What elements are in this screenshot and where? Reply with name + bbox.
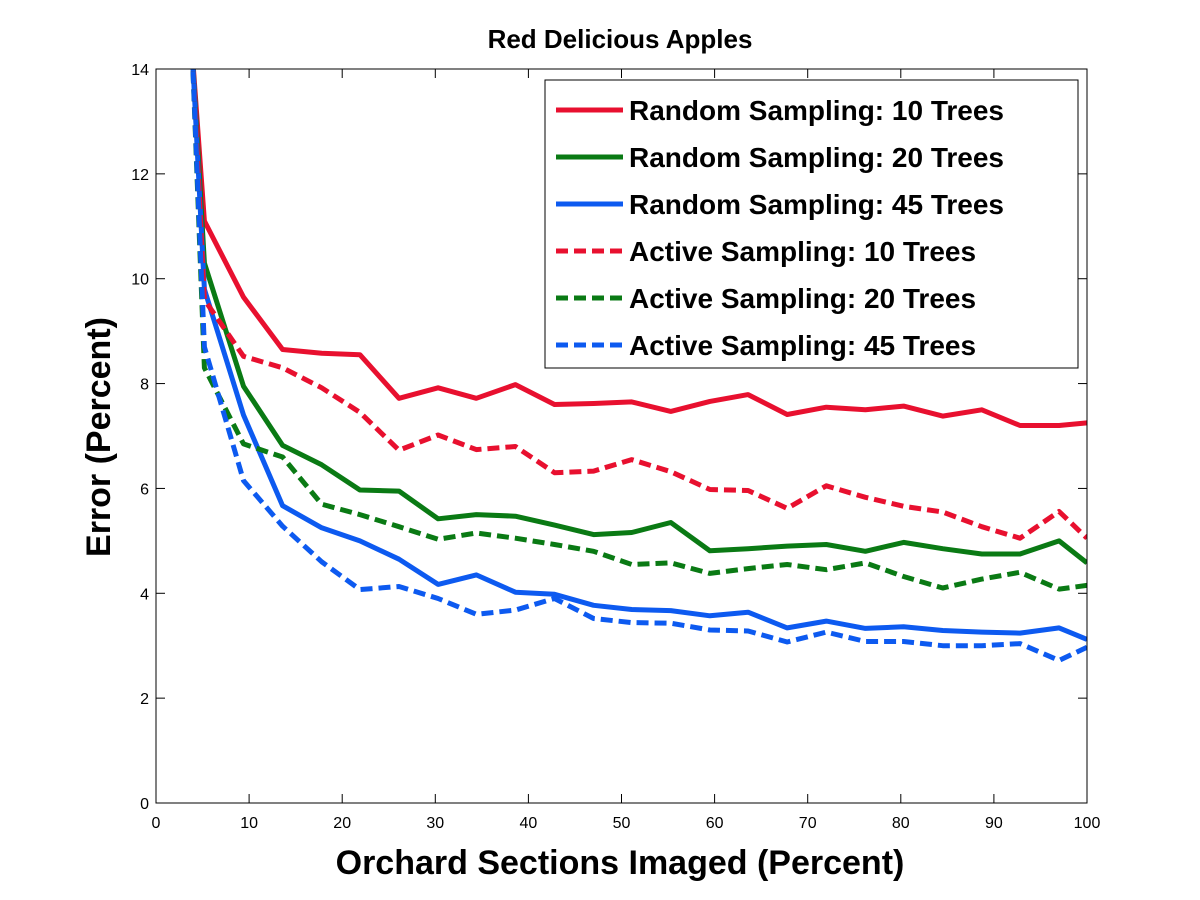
legend-box (544, 79, 1079, 369)
plot-area (190, 69, 1087, 663)
series-line-2 (190, 69, 1087, 565)
y-axis-title: Error (Percent) (80, 317, 118, 557)
series-line-5 (190, 69, 1087, 592)
x-tick-label: 20 (333, 815, 351, 832)
legend-label-5: Active Sampling: 20 Trees (629, 283, 976, 314)
x-tick-label: 50 (613, 815, 631, 832)
x-tick-label: 0 (152, 815, 161, 832)
x-tick-label: 80 (892, 815, 910, 832)
x-tick-label: 60 (706, 815, 724, 832)
series-line-4 (190, 69, 1087, 541)
x-tick-label: 90 (985, 815, 1003, 832)
y-tick-label: 4 (140, 586, 149, 603)
y-tick-label: 2 (140, 691, 149, 708)
axes: 0 10 20 30 40 50 60 70 80 90 100 0 2 4 6 8 10 12 14 (131, 62, 1100, 832)
legend-label-4: Active Sampling: 10 Trees (629, 236, 976, 267)
series-line-1 (190, 69, 1087, 428)
y-tick-label: 10 (131, 272, 149, 289)
y-tick-label: 0 (140, 796, 149, 813)
y-tick-label: 6 (140, 481, 149, 498)
legend-label-2: Random Sampling: 20 Trees (629, 142, 1004, 173)
x-tick-label: 40 (520, 815, 538, 832)
x-tick-label: 100 (1074, 815, 1101, 832)
chart-title: Red Delicious Apples (488, 24, 753, 54)
x-tick-label: 10 (240, 815, 258, 832)
x-tick-label: 30 (426, 815, 444, 832)
y-tick-label: 8 (140, 377, 149, 394)
series-line-6 (190, 69, 1087, 663)
legend-label-6: Active Sampling: 45 Trees (629, 330, 976, 361)
x-tick-label: 70 (799, 815, 817, 832)
series-line-3 (190, 69, 1087, 642)
legend: Random Sampling: 10 Trees Random Sampling… (544, 79, 1079, 369)
y-tick-label: 14 (131, 62, 149, 79)
legend-label-1: Random Sampling: 10 Trees (629, 95, 1004, 126)
x-axis-title: Orchard Sections Imaged (Percent) (336, 844, 905, 882)
y-tick-label: 12 (131, 167, 149, 184)
legend-label-3: Random Sampling: 45 Trees (629, 189, 1004, 220)
